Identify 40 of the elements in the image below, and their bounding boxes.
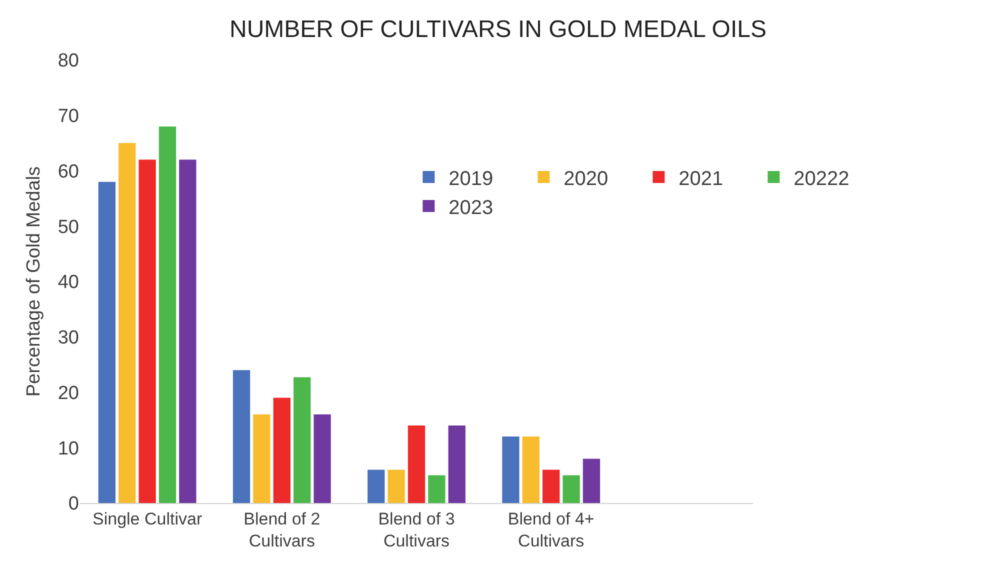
bar — [294, 377, 311, 503]
y-tick-label: 70 — [58, 106, 79, 128]
bar — [314, 414, 331, 503]
bar — [118, 143, 136, 503]
bar — [408, 425, 426, 503]
y-tick-label: 10 — [58, 438, 79, 460]
legend-label: 2023 — [448, 196, 494, 219]
x-tick-label: Blend of 4+ Cultivars — [508, 509, 594, 550]
x-tick-label: Single Cultivar — [92, 509, 202, 528]
y-tick-label: 80 — [58, 50, 79, 72]
y-tick-label: 20 — [58, 382, 79, 404]
bar — [562, 475, 580, 503]
bar — [273, 398, 290, 503]
legend-label: 2019 — [448, 168, 494, 190]
legend-label: 2021 — [678, 168, 724, 190]
y-tick-label: 40 — [58, 272, 79, 294]
bar — [138, 160, 156, 503]
chart-title: NUMBER OF CULTIVARS IN GOLD MEDAL OILS — [230, 16, 766, 44]
y-tick-label: 0 — [68, 494, 79, 515]
bar — [448, 425, 466, 503]
legend-label: 2020 — [564, 168, 608, 190]
x-tick-label: Blend of 2 Cultivars — [244, 509, 320, 550]
bar — [388, 470, 405, 503]
bar — [522, 436, 540, 503]
bar — [232, 370, 250, 503]
bar — [582, 458, 600, 503]
bar — [368, 470, 385, 503]
y-tick-label: 60 — [58, 161, 79, 182]
bar — [179, 160, 196, 503]
bar — [158, 126, 176, 503]
y-axis-title: Percentage of Gold Medals — [24, 166, 45, 397]
bar — [98, 182, 116, 503]
y-tick-label: 30 — [58, 328, 79, 349]
x-tick-label: Blend of 3 Cultivars — [378, 509, 455, 550]
legend-label: 20222 — [794, 168, 850, 190]
y-tick-label: 50 — [58, 216, 79, 238]
bar — [253, 414, 270, 503]
bar — [502, 436, 520, 503]
bar — [542, 470, 560, 503]
bar — [428, 475, 446, 503]
